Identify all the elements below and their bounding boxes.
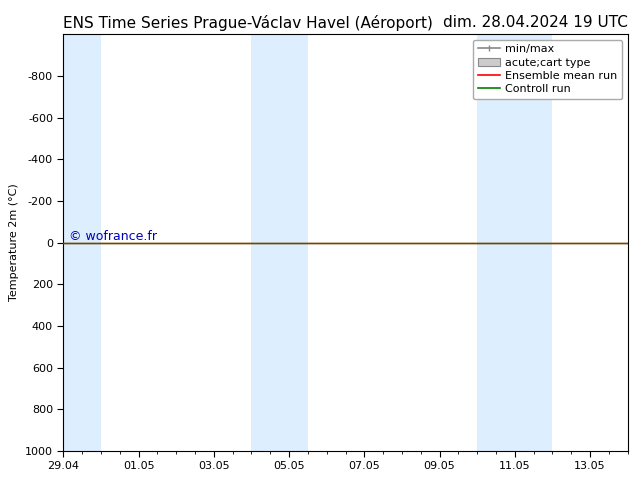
Bar (63, 34, 101, 451)
Bar (477, 34, 552, 451)
Text: ENS Time Series Prague-Václav Havel (Aéroport): ENS Time Series Prague-Václav Havel (Aér… (63, 15, 433, 31)
Bar (252, 34, 308, 451)
Text: dim. 28.04.2024 19 UTC: dim. 28.04.2024 19 UTC (443, 15, 628, 30)
Y-axis label: Temperature 2m (°C): Temperature 2m (°C) (10, 184, 20, 301)
Legend: min/max, acute;cart type, Ensemble mean run, Controll run: min/max, acute;cart type, Ensemble mean … (473, 40, 622, 99)
Text: © wofrance.fr: © wofrance.fr (69, 229, 157, 243)
